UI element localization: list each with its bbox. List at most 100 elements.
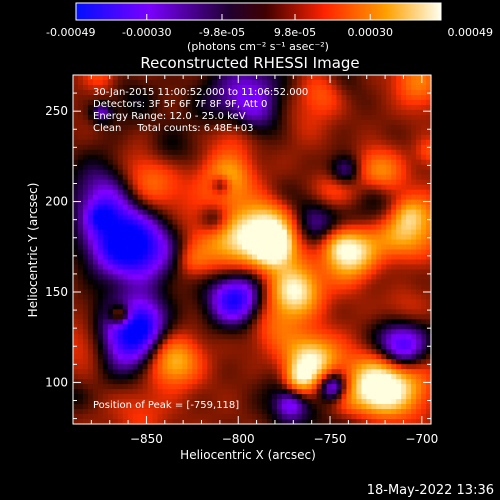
heatmap-cell (336, 269, 343, 276)
heatmap-cell (77, 274, 84, 281)
heatmap-cell (316, 309, 323, 315)
heatmap-cell (356, 234, 362, 241)
heatmap-cell (351, 164, 358, 171)
heatmap-cell (107, 199, 114, 206)
heatmap-cell (122, 404, 129, 410)
heatmap-cell (252, 134, 258, 141)
heatmap-cell (107, 369, 114, 375)
heatmap-cell (256, 344, 263, 350)
heatmap-cell (386, 234, 392, 241)
heatmap-cell (142, 249, 149, 256)
colorbar-tick-label: -0.00030 (122, 26, 171, 39)
heatmap-cell (341, 284, 348, 290)
heatmap-cell (396, 169, 402, 176)
heatmap-cell (416, 409, 422, 415)
heatmap-cell (296, 179, 303, 186)
heatmap-cell (157, 404, 164, 410)
heatmap-cell (137, 294, 144, 300)
heatmap-cell (237, 384, 243, 390)
heatmap-cell (356, 199, 362, 206)
heatmap-cell (291, 244, 298, 251)
heatmap-cell (301, 359, 308, 365)
heatmap-cell (187, 269, 193, 276)
heatmap-cell (112, 414, 119, 420)
heatmap-cell (376, 409, 382, 415)
heatmap-cell (217, 379, 223, 385)
heatmap-cell (291, 349, 298, 355)
heatmap-cell (87, 274, 94, 281)
heatmap-cell (102, 229, 109, 236)
heatmap-cell (157, 114, 164, 121)
heatmap-cell (306, 124, 313, 131)
heatmap-cell (271, 169, 278, 176)
heatmap-cell (346, 254, 353, 261)
heatmap-cell (87, 249, 94, 256)
heatmap-cell (187, 374, 193, 380)
heatmap-cell (331, 369, 338, 375)
heatmap-cell (192, 329, 198, 335)
heatmap-cell (406, 384, 412, 390)
heatmap-cell (266, 204, 273, 211)
heatmap-cell (256, 109, 263, 116)
heatmap-cell (406, 289, 412, 295)
heatmap-cell (331, 274, 338, 281)
heatmap-cell (197, 204, 203, 211)
heatmap-cell (291, 99, 298, 106)
heatmap-cell (152, 399, 159, 405)
heatmap-cell (286, 409, 293, 415)
heatmap-cell (162, 159, 169, 166)
heatmap-cell (82, 369, 89, 375)
heatmap-cell (331, 144, 338, 151)
heatmap-cell (252, 109, 258, 116)
heatmap-cell (346, 374, 353, 380)
heatmap-cell (376, 284, 382, 290)
heatmap-cell (232, 184, 238, 191)
heatmap-cell (351, 104, 358, 111)
heatmap-cell (256, 294, 263, 300)
heatmap-cell (296, 329, 303, 335)
heatmap-cell (316, 339, 323, 345)
heatmap-cell (281, 264, 288, 271)
heatmap-cell (122, 249, 129, 256)
heatmap-cell (82, 254, 89, 261)
heatmap-cell (242, 404, 248, 410)
heatmap-cell (316, 254, 323, 261)
heatmap-cell (351, 169, 358, 176)
heatmap-cell (396, 344, 402, 350)
heatmap-cell (177, 154, 183, 161)
heatmap-cell (296, 269, 303, 276)
heatmap-cell (167, 234, 174, 241)
heatmap-cell (197, 379, 203, 385)
heatmap-cell (122, 269, 129, 276)
heatmap-cell (306, 219, 313, 226)
heatmap-cell (326, 219, 333, 226)
heatmap-cell (157, 219, 164, 226)
heatmap-cell (386, 314, 392, 320)
heatmap-cell (351, 139, 358, 146)
heatmap-cell (212, 359, 218, 365)
heatmap-cell (107, 384, 114, 390)
heatmap-cell (381, 244, 387, 251)
heatmap-cell (386, 194, 392, 201)
heatmap-cell (361, 279, 367, 285)
heatmap-cell (426, 274, 432, 281)
heatmap-cell (102, 369, 109, 375)
heatmap-cell (222, 104, 228, 111)
heatmap-cell (406, 279, 412, 285)
heatmap-cell (301, 114, 308, 121)
heatmap-cell (222, 339, 228, 345)
heatmap-cell (311, 154, 318, 161)
heatmap-cell (351, 124, 358, 131)
heatmap-cell (276, 229, 283, 236)
heatmap-cell (366, 394, 372, 400)
heatmap-cell (326, 384, 333, 390)
heatmap-cell (301, 159, 308, 166)
heatmap-cell (222, 294, 228, 300)
heatmap-cell (416, 229, 422, 236)
heatmap-cell (112, 304, 119, 310)
heatmap-cell (351, 99, 358, 106)
heatmap-cell (366, 234, 372, 241)
heatmap-cell (177, 299, 183, 305)
heatmap-cell (331, 259, 338, 266)
heatmap-cell (421, 399, 427, 405)
